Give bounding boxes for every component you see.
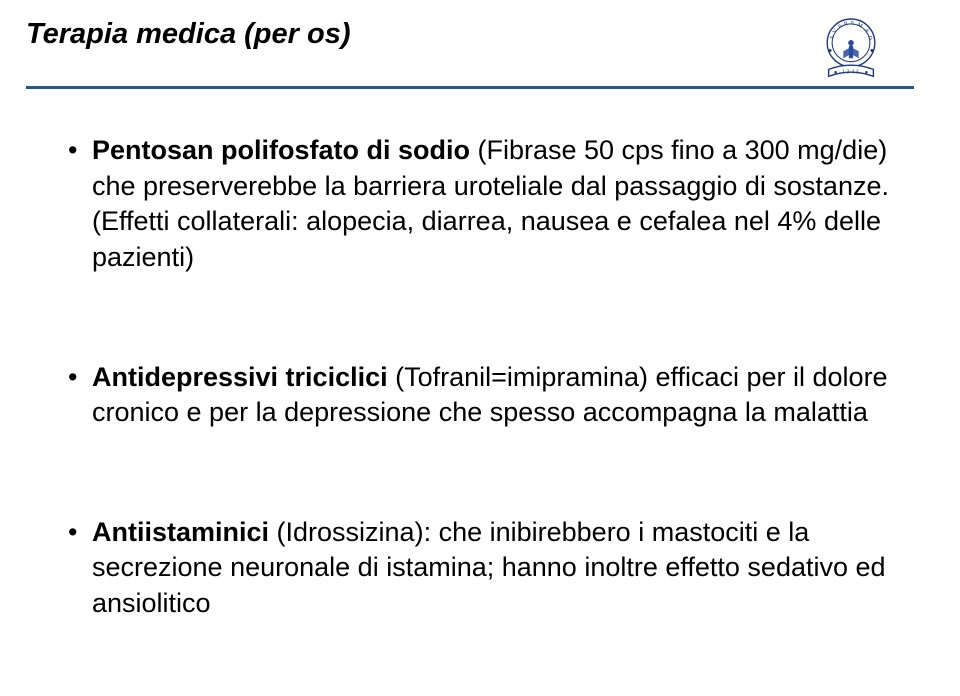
bullet-bold: Antiistaminici: [92, 517, 269, 547]
slide: Terapia medica (per os) S V P R E M Æ D …: [0, 0, 960, 696]
list-item: Pentosan polifosfato di sodio (Fibrase 5…: [68, 133, 892, 276]
bullet-list: Pentosan polifosfato di sodio (Fibrase 5…: [68, 133, 892, 622]
svg-text:S V P R E M Æ D I G N I T: S V P R E M Æ D I G N I T: [816, 12, 873, 43]
seal-year: 1343: [842, 69, 860, 76]
title-row: Terapia medica (per os) S V P R E M Æ D …: [26, 18, 914, 82]
bullet-bold: Antidepressivi triciclici: [92, 362, 388, 392]
list-item: Antiistaminici (Idrossizina): che inibir…: [68, 515, 892, 622]
list-item: Antidepressivi triciclici (Tofranil=imip…: [68, 360, 892, 431]
page-title: Terapia medica (per os): [26, 18, 350, 51]
content-area: Pentosan polifosfato di sodio (Fibrase 5…: [26, 89, 914, 622]
university-seal-icon: S V P R E M Æ D I G N I T 1343: [816, 12, 886, 82]
bullet-bold: Pentosan polifosfato di sodio: [92, 135, 470, 165]
